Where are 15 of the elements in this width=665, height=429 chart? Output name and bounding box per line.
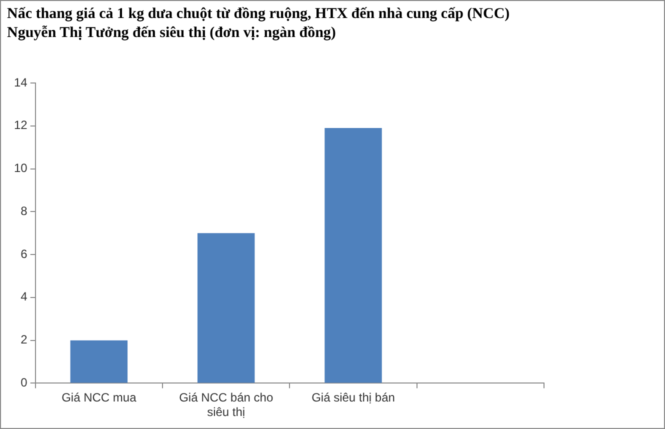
- y-tick-label: 12: [14, 118, 28, 132]
- y-tick-label: 6: [20, 246, 28, 261]
- y-tick-label: 10: [14, 161, 28, 176]
- x-tick-label: Giá siêu thị bán: [312, 390, 395, 405]
- bar: [70, 340, 128, 383]
- y-tick-label: 14: [14, 75, 28, 90]
- bar: [197, 233, 255, 383]
- y-tick-label: 8: [20, 204, 28, 218]
- y-tick-label: 4: [20, 290, 28, 304]
- x-tick-label: Giá NCC bán cho siêu thị: [179, 390, 274, 420]
- chart-title: Nấc thang giá cả 1 kg dưa chuột từ đồng ruộng, HTX đến nhà cung cấp (NCC) Nguyễn Thị Tưởng đến siêu thị (đơn vị: ngàn đồng): [7, 5, 511, 43]
- x-tick-label: Giá NCC mua: [62, 390, 137, 405]
- y-tick-label: 0: [20, 376, 28, 390]
- bar: [324, 128, 382, 383]
- y-tick-label: 2: [20, 332, 28, 347]
